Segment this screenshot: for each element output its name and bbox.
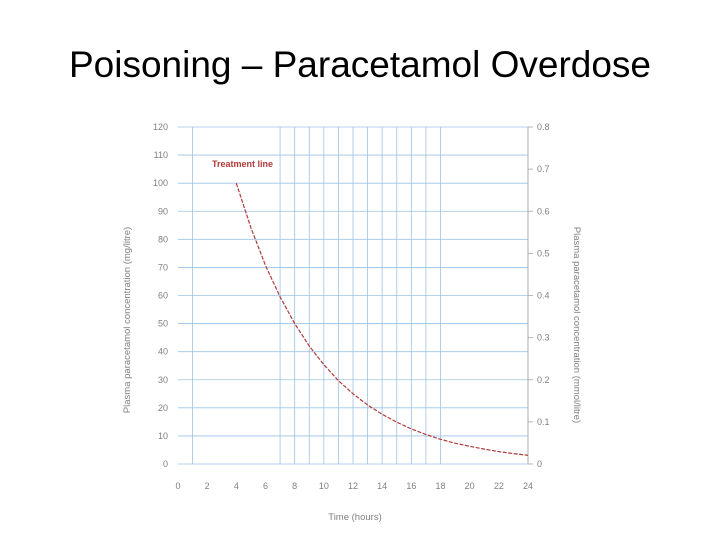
x-tick-label: 0 [175,481,180,491]
left-tick-label: 70 [158,262,168,272]
x-tick-label: 2 [205,481,210,491]
left-tick-label: 90 [158,206,168,216]
treatment-line-series [235,183,529,456]
left-tick-label: 100 [153,178,168,188]
right-tick-label: 0.8 [537,122,550,132]
x-tick-label: 22 [494,481,504,491]
left-tick-label: 10 [158,431,168,441]
x-tick-label: 18 [435,481,445,491]
series-layer [235,183,529,456]
left-tick-label: 40 [158,347,168,357]
right-tick-label: 0.4 [537,291,550,301]
x-tick-label: 14 [377,481,387,491]
left-tick-label: 30 [158,375,168,385]
x-tick-label: 20 [465,481,475,491]
x-tick-label: 12 [348,481,358,491]
right-tick-label: 0.7 [537,164,550,174]
x-axis-ticks: 0 2 4 6 8 10 12 14 16 18 20 22 24 [175,481,533,491]
x-tick-label: 4 [234,481,239,491]
right-tick-label: 0.6 [537,206,550,216]
x-tick-label: 8 [292,481,297,491]
x-tick-label: 24 [523,481,533,491]
left-tick-label: 20 [158,403,168,413]
right-tick-label: 0.1 [537,417,550,427]
right-tick-label: 0 [537,459,542,469]
grid [178,126,529,465]
left-tick-label: 50 [158,319,168,329]
x-axis-title: Time (hours) [328,512,382,523]
left-axis-title: Plasma paracetamol concentration (mg/lit… [122,227,133,413]
left-tick-label: 120 [153,122,168,132]
x-tick-label: 16 [406,481,416,491]
left-tick-label: 0 [163,459,168,469]
x-tick-label: 6 [263,481,268,491]
left-axis-ticks: 0 10 20 30 40 50 60 70 80 90 100 110 120 [153,122,168,469]
right-axis-ticks: 0 0.1 0.2 0.3 0.4 0.5 0.6 0.7 0.8 [528,122,550,469]
right-tick-label: 0.2 [537,375,550,385]
left-tick-label: 80 [158,234,168,244]
left-tick-label: 110 [154,150,168,160]
x-tick-label: 10 [319,481,329,491]
right-tick-label: 0.5 [537,248,550,258]
right-axis-title: Plasma paracetamol concentration (mmol/l… [571,227,582,423]
treatment-line-label: Treatment line [212,159,273,169]
right-tick-label: 0.3 [537,333,550,343]
left-tick-label: 60 [158,291,168,301]
slide-title: Poisoning – Paracetamol Overdose [68,44,652,85]
